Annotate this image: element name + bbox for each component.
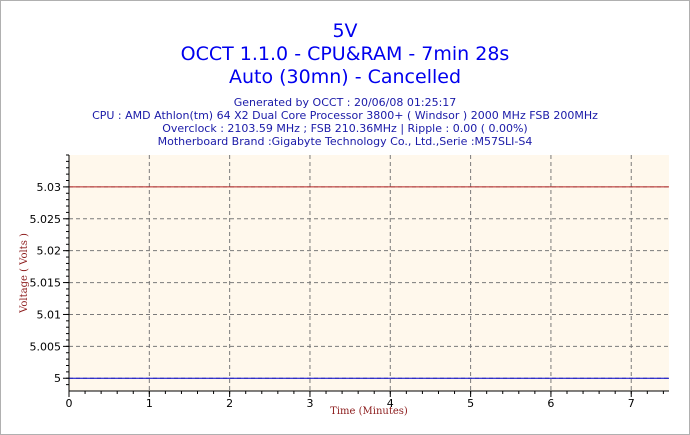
chart-subtitle-mode: Auto (30mn) - Cancelled: [228, 66, 462, 88]
chart-title: 5V: [332, 20, 358, 42]
x-tick-label: 3: [306, 397, 313, 410]
y-axis-title: Voltage ( Volts ): [19, 233, 30, 314]
chart-subtitle-test: OCCT 1.1.0 - CPU&RAM - 7min 28s: [180, 43, 510, 65]
y-tick-label: 5.03: [37, 181, 62, 194]
info-motherboard: Motherboard Brand :Gigabyte Technology C…: [157, 135, 533, 148]
y-tick-label: 5.005: [30, 340, 62, 353]
x-tick-label: 1: [146, 397, 153, 410]
y-tick-label: 5.02: [37, 245, 62, 258]
y-tick-label: 5.025: [30, 213, 62, 226]
x-tick-label: 4: [387, 397, 394, 410]
plot-area: [69, 155, 669, 391]
y-tick-label: 5: [54, 372, 61, 385]
x-axis-title: Time (Minutes): [330, 406, 408, 417]
x-tick-label: 7: [628, 397, 635, 410]
x-tick-label: 5: [467, 397, 474, 410]
info-overclock: Overclock : 2103.59 MHz ; FSB 210.36MHz …: [162, 122, 528, 135]
info-cpu: CPU : AMD Athlon(tm) 64 X2 Dual Core Pro…: [92, 109, 598, 122]
x-tick-label: 6: [547, 397, 554, 410]
x-tick-label: 0: [66, 397, 73, 410]
info-generated: Generated by OCCT : 20/06/08 01:25:17: [233, 96, 457, 109]
y-tick-label: 5.015: [30, 277, 62, 290]
y-tick-label: 5.01: [37, 308, 62, 321]
x-tick-label: 2: [226, 397, 233, 410]
